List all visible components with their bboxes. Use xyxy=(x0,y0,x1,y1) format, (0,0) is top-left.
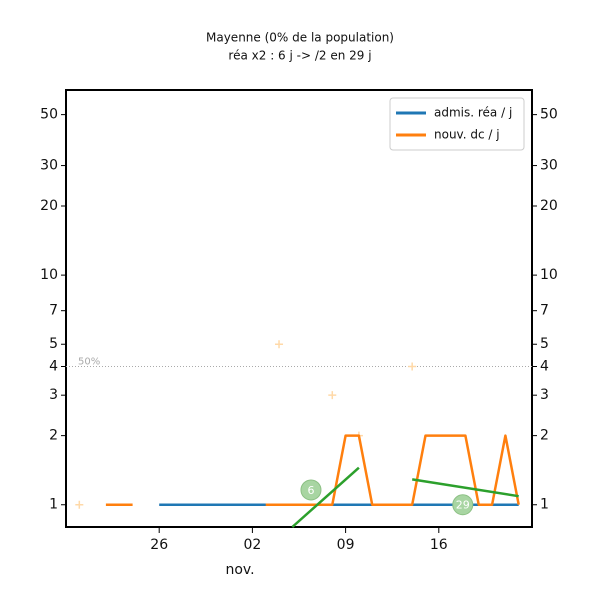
reference-label: 50% xyxy=(78,356,100,367)
raw-point xyxy=(275,340,284,349)
chart-subtitle: réa x2 : 6 j -> /2 en 29 j xyxy=(228,49,371,63)
y-tick-label-right: 50 xyxy=(540,107,558,123)
y-tick-label: 1 xyxy=(49,497,58,513)
y-tick-label-right: 10 xyxy=(540,267,558,283)
y-tick-label: 20 xyxy=(40,198,58,214)
series-line xyxy=(105,434,520,506)
y-tick-label: 7 xyxy=(49,303,58,319)
x-tick-label: 26 xyxy=(150,537,168,553)
annotation-label: 29 xyxy=(456,499,470,512)
y-tick-label: 2 xyxy=(49,428,58,444)
y-tick-label-right: 20 xyxy=(540,198,558,214)
raw-point xyxy=(328,391,337,400)
chart-title: Mayenne (0% de la population) xyxy=(206,31,394,45)
y-tick-label: 3 xyxy=(49,387,58,403)
plot-frame xyxy=(65,89,533,528)
legend-box xyxy=(389,97,525,151)
x-tick-label: 02 xyxy=(243,537,261,553)
raw-point xyxy=(75,500,84,509)
annotation-marker xyxy=(452,494,474,516)
y-tick-label: 5 xyxy=(49,336,58,352)
y-tick-label-right: 4 xyxy=(540,358,549,374)
annotation-marker xyxy=(300,479,322,501)
y-tick-label-right: 30 xyxy=(540,158,558,174)
fit-line xyxy=(412,478,519,498)
annotation-label: 6 xyxy=(307,484,314,497)
y-tick-label-right: 1 xyxy=(540,497,549,513)
raw-point xyxy=(408,362,417,371)
x-axis-label: nov. xyxy=(225,562,254,578)
y-tick-label-right: 2 xyxy=(540,428,549,444)
y-tick-label-right: 7 xyxy=(540,303,549,319)
x-tick-label: 09 xyxy=(337,537,355,553)
y-tick-label: 50 xyxy=(40,107,58,123)
y-tick-label-right: 3 xyxy=(540,387,549,403)
x-tick-label: 16 xyxy=(430,537,448,553)
y-tick-label-right: 5 xyxy=(540,336,549,352)
y-tick-label: 4 xyxy=(49,358,58,374)
y-tick-label: 30 xyxy=(40,158,58,174)
y-tick-label: 10 xyxy=(40,267,58,283)
legend-label: admis. réa / j xyxy=(434,106,512,120)
legend-label: nouv. dc / j xyxy=(434,128,500,142)
fit-line xyxy=(291,466,360,528)
